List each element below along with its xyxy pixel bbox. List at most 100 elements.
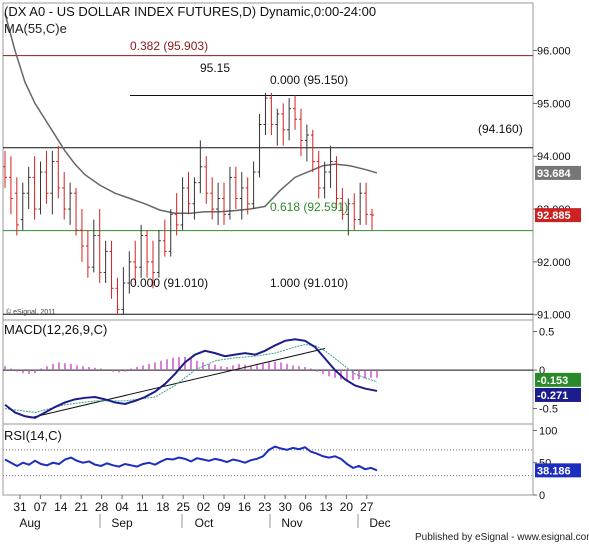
rsi-value-label-box xyxy=(535,463,581,478)
ohlc-bar xyxy=(310,129,315,173)
signal-value-label-box xyxy=(535,372,581,387)
ohlc-bar xyxy=(358,182,363,225)
x-day-label: 25 xyxy=(177,500,191,514)
ohlc-bar xyxy=(216,182,221,225)
ohlc-bar xyxy=(115,277,120,315)
rsi-panel: 100500 38.186 xyxy=(2,423,581,502)
rsi-title: RSI(14,C) xyxy=(4,428,62,443)
price-value-labels: 93.684 92.885 xyxy=(535,165,581,223)
macd-title: MACD(12,26,9,C) xyxy=(4,322,107,337)
ohlc-bar xyxy=(79,209,84,262)
x-day-label: 11 xyxy=(136,500,149,514)
last-price-label: 92.885 xyxy=(537,210,571,222)
x-month-label: Oct xyxy=(195,516,214,530)
ohlc-bar xyxy=(227,166,232,220)
ohlc-bar xyxy=(56,145,61,199)
ohlc-bar xyxy=(38,161,43,215)
macd-value-label-box xyxy=(535,387,581,402)
price-y-tick-label: 92.000 xyxy=(537,257,571,269)
macd-histogram xyxy=(3,356,533,381)
x-day-label: 31 xyxy=(13,500,27,514)
rsi-line xyxy=(4,445,378,472)
ohlc-bar xyxy=(245,177,250,215)
macd-y-tick-label: 0.5 xyxy=(539,327,554,339)
price-y-tick-label: 94.000 xyxy=(537,151,571,163)
ohlc-bar xyxy=(150,240,155,289)
ohlc-bar xyxy=(222,182,227,225)
x-day-label: 02 xyxy=(197,500,211,514)
rsi-y-tick-label: 0 xyxy=(539,490,545,502)
x-day-label: 21 xyxy=(75,500,89,514)
ohlc-bar xyxy=(192,177,197,220)
ohlc-bar xyxy=(275,108,280,146)
x-day-label: 18 xyxy=(156,500,170,514)
ma-55-line xyxy=(4,13,378,215)
ma-indicator-label: MA(55,C)e xyxy=(4,21,67,36)
price-y-tick-label: 91.000 xyxy=(537,310,571,322)
ma-value-label: 93.684 xyxy=(537,168,572,180)
ohlc-bar xyxy=(127,251,132,294)
level-94160-label: (94.160) xyxy=(478,122,523,136)
ohlc-bar xyxy=(180,177,185,231)
macd-lines xyxy=(4,338,378,419)
ohlc-bars xyxy=(3,92,374,315)
last-price-label-box xyxy=(535,208,581,223)
ohlc-bar xyxy=(133,240,138,284)
ohlc-bar xyxy=(85,230,90,278)
footer-credit: Published by eSignal - www.esignal.com xyxy=(415,532,589,543)
ohlc-bar xyxy=(251,161,256,210)
macd-y-tick-label: 0 xyxy=(539,365,545,377)
rsi-value-labels: 38.186 xyxy=(535,463,581,478)
price-y-tick-label: 96.000 xyxy=(537,46,571,58)
ohlc-bar xyxy=(316,150,321,199)
x-month-label: Dec xyxy=(369,516,390,530)
ohlc-bar xyxy=(263,92,268,136)
ohlc-bar xyxy=(352,193,357,231)
ohlc-bar xyxy=(204,156,209,204)
ohlc-bar xyxy=(293,95,298,130)
fib-0618-label: 0.618 (92.591) xyxy=(270,200,348,214)
ohlc-bar xyxy=(145,230,150,278)
macd-value-labels: -0.153 -0.271 xyxy=(535,372,581,402)
ohlc-bar xyxy=(68,182,73,225)
rsi-value-label: 38.186 xyxy=(537,465,571,477)
x-axis: 31 07 14 21 28 04 11 18 25 02 09 16 23 30 06 13 20 27 Aug S… xyxy=(13,495,391,530)
moving-average-line xyxy=(4,13,378,215)
ohlc-bar xyxy=(26,166,31,210)
ma-value-label-box xyxy=(535,165,581,180)
macd-y-tick-label: -0.5 xyxy=(539,404,558,416)
ohlc-bar xyxy=(44,150,49,204)
ohlc-bar xyxy=(74,187,79,236)
ohlc-bar xyxy=(370,209,374,231)
x-day-label: 20 xyxy=(340,500,354,514)
x-day-label: 09 xyxy=(217,500,231,514)
x-day-label: 14 xyxy=(54,500,68,514)
ohlc-bar xyxy=(139,224,144,278)
ohlc-bar xyxy=(8,156,13,215)
fib-0000-top-label: 0.000 (95.150) xyxy=(270,73,348,87)
ohlc-bar xyxy=(91,219,96,273)
price-horizontal-levels xyxy=(3,55,533,315)
macd-y-axis: 0.5 0 -0.5 xyxy=(533,327,558,416)
x-day-label: 23 xyxy=(258,500,272,514)
ohlc-bar xyxy=(50,150,55,215)
fib-1000-label: 1.000 (91.010) xyxy=(270,276,348,290)
ohlc-bar xyxy=(14,177,19,236)
ohlc-bar xyxy=(257,113,262,178)
ohlc-bar xyxy=(32,156,37,220)
macd-signal-line xyxy=(4,344,378,413)
x-day-label: 04 xyxy=(115,500,129,514)
ohlc-bar xyxy=(328,145,333,188)
peak-label: 95.15 xyxy=(200,61,230,75)
macd-value-label: -0.271 xyxy=(537,390,568,402)
x-day-label: 16 xyxy=(238,500,252,514)
ohlc-bar xyxy=(287,98,292,141)
ohlc-bar xyxy=(186,172,191,215)
ohlc-bar xyxy=(97,209,102,284)
ohlc-bar xyxy=(174,193,179,236)
rsi-main-line xyxy=(4,445,378,472)
ohlc-bar xyxy=(298,108,303,157)
ohlc-bar xyxy=(109,240,114,299)
